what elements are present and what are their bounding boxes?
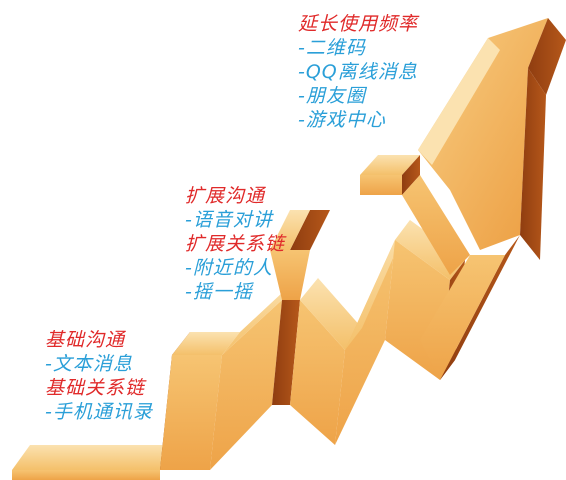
arrow-shaft — [402, 175, 520, 380]
stage-1-item-phone-contacts: -手机通讯录 — [45, 401, 153, 423]
stage-2-item-shake: -摇一摇 — [185, 281, 253, 303]
stage-2-labels: 扩展沟通 -语音对讲 扩展关系链 -附近的人 -摇一摇 — [185, 184, 285, 304]
stair-riser-1 — [160, 332, 240, 470]
stage-3-item-qr-code: -二维码 — [298, 37, 366, 59]
stage-2-item-nearby-people: -附近的人 — [185, 257, 273, 279]
stage-1-heading-2: 基础关系链 — [45, 377, 146, 399]
stage-3-labels: 延长使用频率 -二维码 -QQ离线消息 -朋友圈 -游戏中心 — [298, 12, 418, 132]
stage-2-item-voice-talk: -语音对讲 — [185, 209, 273, 231]
arrow-head — [418, 18, 566, 260]
stair-step-2 — [210, 278, 300, 470]
stage-1-item-text-message: -文本消息 — [45, 353, 133, 375]
stage-3-item-moments: -朋友圈 — [298, 85, 366, 107]
stage-3-item-qq-offline: -QQ离线消息 — [298, 61, 418, 83]
stage-1-labels: 基础沟通 -文本消息 基础关系链 -手机通讯录 — [45, 328, 153, 424]
stage-3-heading: 延长使用频率 — [298, 13, 419, 35]
stair-step-1 — [12, 445, 178, 480]
stage-3-item-game-center: -游戏中心 — [298, 109, 386, 131]
stage-1-heading-1: 基础沟通 — [45, 329, 126, 351]
stair-top-ledge — [360, 155, 420, 195]
stage-2-heading-2: 扩展关系链 — [185, 233, 286, 255]
stage-2-heading-1: 扩展沟通 — [185, 185, 266, 207]
stair-zigzag — [290, 278, 362, 445]
